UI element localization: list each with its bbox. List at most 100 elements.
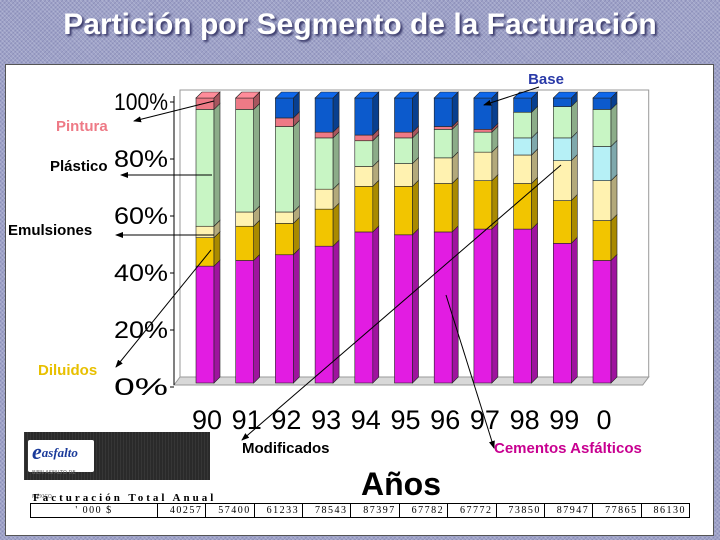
y-tick-label: 0% — [114, 374, 168, 401]
totals-unit: ' 000 $ — [30, 503, 158, 518]
totals-row: ' 000 $ 40257 57400 61233 78543 87397 67782 67… — [30, 503, 691, 518]
bar-segment — [275, 248, 300, 384]
bar-segment — [195, 230, 221, 267]
totals-value: 61233 — [253, 503, 304, 518]
bar-segment — [394, 228, 419, 384]
leader-line — [483, 86, 540, 106]
totals-value: 73850 — [495, 503, 545, 518]
bar-segment — [394, 156, 419, 188]
logo-tagline: BIEN ASFALTO DE MÉXICO — [32, 470, 76, 500]
bar-segment — [552, 153, 578, 202]
totals-table: ' 000 $ 40257 57400 61233 78543 87397 67782 67… — [30, 503, 691, 518]
bar-segment — [314, 239, 340, 384]
bar-segment — [433, 176, 459, 233]
bar-segment — [394, 131, 419, 165]
bar-segment — [513, 91, 538, 113]
bar-segment — [552, 99, 578, 139]
y-tick-label: 100% — [114, 89, 168, 116]
bar-segment — [552, 193, 578, 245]
bar-segment — [473, 145, 499, 182]
bar-segment — [513, 105, 538, 139]
bar-top — [314, 91, 340, 99]
totals-value: 87397 — [350, 503, 400, 518]
totals-value: 78543 — [302, 503, 352, 518]
bar-top — [195, 91, 221, 99]
x-tick-label: 90 — [192, 405, 222, 435]
bar-segment — [314, 182, 340, 210]
x-tick-label: 94 — [351, 405, 381, 435]
logo-badge: easfalto BIEN ASFALTO DE MÉXICO — [28, 440, 94, 500]
bar-segment — [433, 122, 459, 159]
totals-caption: Facturación Total Anual — [33, 492, 217, 504]
bar-segment — [394, 179, 419, 236]
bar-segment — [592, 102, 618, 148]
bar-segment — [314, 202, 340, 247]
bar-segment — [354, 134, 380, 168]
bar-segment — [235, 205, 260, 227]
bar-segment — [195, 102, 221, 227]
bar-segment — [235, 219, 260, 262]
bar-segment — [552, 236, 578, 384]
logo-text: asfalto — [41, 445, 78, 460]
bar-segment — [314, 91, 340, 133]
bar-top — [274, 91, 301, 99]
x-tick-label: 92 — [271, 405, 301, 435]
slide-title: Partición por Segmento de la Facturación — [63, 8, 657, 41]
company-logo: easfalto BIEN ASFALTO DE MÉXICO — [24, 432, 210, 500]
bar-top — [354, 91, 380, 99]
leader-line — [241, 164, 562, 441]
bar-segment — [354, 225, 380, 384]
bar-top — [393, 91, 420, 99]
y-tick-label: 80% — [114, 146, 168, 173]
totals-value: 40257 — [156, 503, 207, 518]
x-tick-label: 95 — [390, 405, 420, 435]
stacked-bar-chart: 0%20%40%60%80%100% 909192939495969798990… — [8, 71, 650, 502]
leader-line — [115, 249, 212, 368]
x-tick-label: 91 — [232, 405, 262, 435]
bar-segment — [552, 131, 578, 162]
totals-value: 87947 — [543, 503, 594, 518]
x-tick-label: 93 — [311, 405, 341, 435]
bar-segment — [314, 131, 340, 190]
legend-label: Base — [528, 71, 564, 88]
bar-segment — [275, 119, 300, 213]
legend-label: Diluidos — [38, 362, 97, 379]
totals-value: 67772 — [447, 503, 497, 518]
x-tick-label: 0 — [596, 405, 611, 435]
bar-top — [473, 91, 499, 99]
bar-segment — [235, 253, 260, 384]
bar-top — [433, 91, 459, 99]
chart-panel: 0%20%40%60%80%100% 909192939495969798990… — [5, 64, 714, 536]
bar-segment — [235, 102, 260, 213]
legend-label: Pintura — [56, 118, 108, 135]
legend-label: Cementos Asfálticos — [494, 440, 642, 457]
bar-segment — [592, 213, 618, 262]
bar-top — [592, 91, 618, 99]
x-tick-label: 99 — [549, 405, 579, 435]
bar-segment — [354, 91, 380, 136]
y-tick-label: 60% — [114, 203, 168, 230]
bar-segment — [473, 173, 499, 230]
bar-segment — [592, 173, 618, 222]
legend-label: Emulsiones — [8, 222, 92, 239]
x-tick-label: 98 — [510, 405, 540, 435]
bar-top — [234, 91, 261, 99]
bar-segment — [433, 225, 459, 384]
bar-segment — [473, 222, 499, 384]
legend-label: Modificados — [242, 440, 330, 457]
x-tick-label: 96 — [430, 405, 460, 435]
leader-line — [445, 294, 495, 449]
bar-segment — [433, 91, 459, 128]
bar-segment — [354, 179, 380, 233]
bar-segment — [433, 151, 459, 185]
bar-segment — [513, 131, 538, 156]
bar-segment — [195, 259, 221, 384]
bar-segment — [592, 253, 618, 384]
totals-value: 77865 — [592, 503, 642, 518]
totals-value: 86130 — [640, 503, 691, 518]
legend-label: Plástico — [50, 158, 108, 175]
x-axis-label: Años — [361, 466, 441, 502]
y-tick-label: 40% — [114, 260, 168, 287]
totals-value: 57400 — [205, 503, 255, 518]
y-tick-label: 20% — [114, 317, 168, 344]
